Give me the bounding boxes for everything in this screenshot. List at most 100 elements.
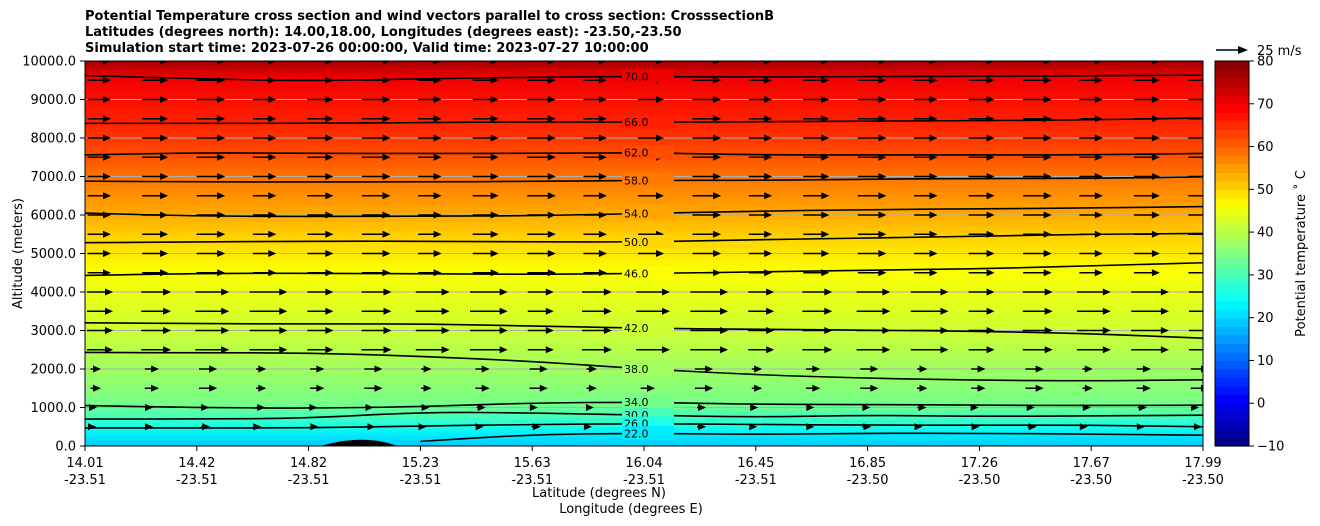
wind-vector-head: [986, 288, 995, 296]
wind-vector-head: [151, 384, 160, 392]
wind-vector-head: [433, 269, 442, 277]
wind-vector-head: [720, 288, 729, 296]
terrain-shape: [320, 439, 397, 446]
wind-vector-head: [764, 76, 773, 84]
wind-vector-head: [713, 153, 722, 161]
terrain: [320, 439, 397, 446]
wind-vector-head: [325, 250, 334, 257]
wind-vector-head: [970, 404, 979, 411]
wind-vector-head: [662, 307, 670, 315]
wind-vector-head: [545, 307, 554, 315]
wind-vector-head: [863, 423, 872, 431]
x-tick-label-lon: -23.51: [511, 473, 553, 488]
wind-vector-head: [878, 134, 887, 142]
x-tick-label-lon: -23.51: [735, 473, 777, 488]
wind-vector-head: [986, 61, 995, 65]
wind-vector-head: [268, 153, 277, 161]
wind-vector-head: [209, 384, 218, 392]
wind-vector-head: [754, 384, 763, 392]
colorbar-segment: [1215, 112, 1249, 122]
wind-vector-head: [585, 404, 594, 411]
wind-vector-head: [824, 346, 833, 354]
wind-vector-head: [268, 269, 277, 277]
colorbar-segment: [1215, 403, 1249, 413]
wind-vector-head: [764, 250, 773, 257]
wind-vector-head: [1207, 289, 1215, 296]
wind-vector-head: [325, 230, 334, 238]
wind-vector-head: [433, 153, 442, 161]
colorbar-segment: [1215, 292, 1249, 302]
x-tick-label-lon: -23.50: [958, 473, 1000, 488]
wind-vector-head: [268, 230, 277, 238]
wind-vector-head: [105, 307, 113, 315]
wind-vector-head: [268, 76, 277, 84]
colorbar-tick-label: 40: [1257, 226, 1274, 241]
wind-vector-head: [382, 153, 391, 161]
wind-vector-head: [545, 346, 554, 354]
wind-vector-head: [310, 423, 319, 431]
chart-title-line-3: Simulation start time: 2023-07-26 00:00:…: [85, 41, 649, 56]
wind-vector-head: [1102, 346, 1111, 354]
wind-vector-head: [764, 230, 773, 238]
colorbar-segment: [1215, 326, 1249, 336]
wind-vector-head: [1151, 115, 1160, 123]
contour-label: 34.0: [624, 396, 649, 409]
wind-vector-head: [919, 384, 928, 392]
wind-vector-head: [1026, 404, 1035, 411]
wind-vector-head: [1082, 404, 1091, 411]
wind-vector-head: [862, 404, 871, 411]
contour-line: [85, 261, 1203, 277]
wind-vector-head: [1102, 327, 1111, 334]
chart-title-line-1: Potential Temperature cross section and …: [85, 9, 775, 24]
wind-vector-head: [698, 423, 707, 431]
wind-vector-head: [490, 96, 499, 103]
wind-vector-head: [103, 173, 111, 180]
colorbar-frame: [1214, 60, 1250, 447]
wind-vector-head: [1160, 307, 1169, 315]
wind-vector-head: [1151, 134, 1160, 142]
wind-vector-head: [268, 173, 277, 180]
contour-label: 38.0: [624, 363, 649, 376]
wind-vector-head: [258, 384, 267, 392]
colorbar-segment: [1215, 274, 1249, 285]
wind-vector-head: [325, 173, 334, 180]
wind-vector-head: [268, 134, 277, 142]
wind-vector-head: [221, 346, 230, 354]
colorbar-label: Potential temperature ˚ C: [1293, 170, 1309, 337]
wind-vector-head: [1102, 288, 1111, 296]
wind-vector-head: [490, 173, 499, 180]
wind-vector-head: [547, 269, 556, 277]
wind-vector-head: [217, 230, 226, 238]
wind-vector-head: [1142, 365, 1151, 373]
contour-label-bg: [622, 206, 674, 220]
wind-vector-head: [1084, 365, 1093, 373]
wind-vector-head: [821, 192, 830, 200]
wind-vector-head: [160, 61, 169, 65]
wind-vector-head: [929, 230, 938, 238]
wind-vector-head: [764, 173, 773, 180]
wind-vector-head: [421, 404, 430, 411]
y-tick-label: 0.0: [55, 440, 76, 455]
wind-vector-head: [103, 96, 111, 103]
wind-vector-head: [217, 192, 226, 200]
wind-vector-head: [806, 404, 815, 411]
wind-vector-head: [209, 365, 218, 373]
wind-vector-head: [1207, 327, 1215, 334]
wind-vector-head: [1151, 211, 1160, 219]
wind-vector-head: [279, 327, 288, 334]
wind-vector-head: [103, 250, 111, 257]
wind-vector-head: [882, 327, 891, 334]
wind-vector-head: [316, 384, 325, 392]
colorbar: −10 0 10 20 30 40 50 60 70 80: [1214, 55, 1284, 455]
colorbar-segment: [1215, 163, 1249, 173]
wind-vector-head: [423, 365, 432, 373]
colorbar-segment: [1215, 317, 1249, 327]
wind-vector-head: [547, 96, 556, 103]
wind-vector-head: [1207, 346, 1215, 353]
wind-vector-head: [160, 153, 169, 161]
wind-vector-head: [1160, 327, 1169, 334]
wind-vector-head: [1151, 269, 1160, 277]
wind-vector-head: [160, 134, 169, 142]
x-tick-label-lon: -23.51: [623, 473, 665, 488]
wind-vector-head: [824, 307, 833, 315]
